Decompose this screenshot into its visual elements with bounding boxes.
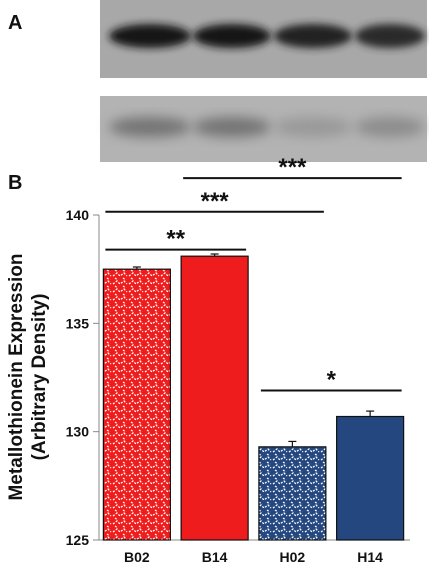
- significance-stars: *: [327, 367, 337, 394]
- western-blot-image: [100, 0, 427, 162]
- x-tick-label: B14: [202, 549, 228, 565]
- significance-stars: ***: [278, 154, 307, 181]
- y-tick-label: 135: [66, 315, 90, 331]
- blot-band-top: [274, 24, 352, 48]
- blot-band-top: [193, 24, 271, 48]
- panel-b-label: B: [8, 172, 23, 194]
- blot-band-bottom: [355, 117, 425, 137]
- blot-band-top: [355, 24, 425, 48]
- x-tick-label: H02: [280, 549, 306, 565]
- y-tick-label: 125: [66, 532, 90, 548]
- blot-band-bottom: [274, 117, 352, 137]
- x-tick-label: B02: [124, 549, 150, 565]
- panel-a-label: A: [8, 12, 23, 34]
- y-axis-label-line2: (Arbitrary Density): [29, 294, 50, 461]
- significance-stars: ***: [201, 188, 230, 215]
- bar-b14: [180, 255, 249, 541]
- significance-stars: **: [166, 226, 185, 253]
- y-tick-label: 130: [66, 424, 90, 440]
- blot-band-bottom: [193, 117, 271, 137]
- blot-band-top: [109, 24, 191, 48]
- y-tick-label: 140: [66, 207, 90, 223]
- bar-h02: [258, 446, 327, 541]
- bar-b02: [102, 268, 171, 541]
- x-tick-label: H14: [357, 549, 383, 565]
- y-axis-label-line1: Metallothionein Expression: [6, 253, 27, 500]
- bar-h14: [336, 415, 405, 541]
- blot-band-bottom: [109, 117, 191, 137]
